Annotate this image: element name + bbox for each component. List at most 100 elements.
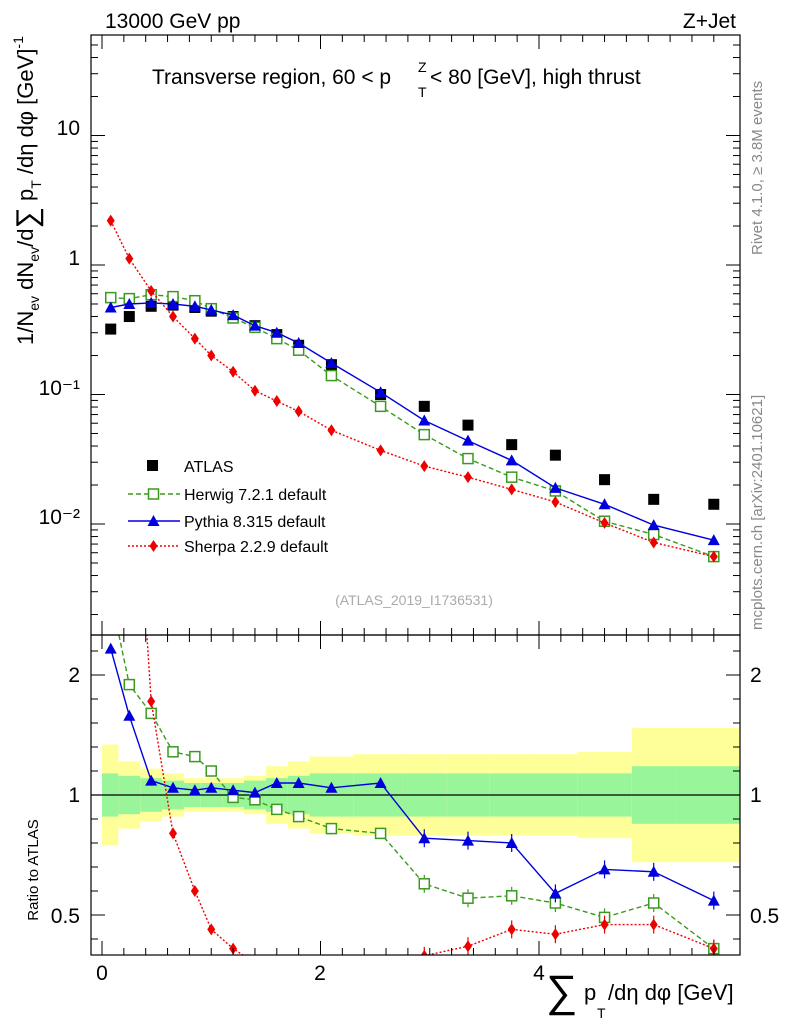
point-sherpa-13	[463, 471, 472, 484]
ratio-point-herwig-3	[167, 746, 179, 758]
point-herwig-13	[462, 452, 474, 465]
region-superscript: Z	[418, 59, 427, 75]
ratio-ytick-label-1-left: 1	[68, 784, 80, 807]
point-pythia-10	[325, 357, 338, 369]
ratio-point-sherpa-5	[207, 923, 216, 936]
legend-marker-atlas	[147, 460, 158, 471]
ytick-label-10: 10	[57, 117, 80, 140]
ratio-point-sherpa-4	[190, 885, 199, 897]
process-label: Z+Jet	[683, 10, 736, 33]
ratio-point-herwig-1	[123, 678, 136, 691]
point-sherpa-8	[272, 395, 281, 408]
ratio-point-pythia-15	[549, 887, 562, 899]
svg-text:1/Nev dNev/d∑ pT /dη dφ [GeV]: 1/Nev dNev/d∑ pT /dη dφ [GeV]-1	[10, 36, 44, 345]
point-pythia-5	[205, 303, 218, 315]
point-sherpa-16	[600, 516, 609, 529]
point-sherpa-12	[420, 460, 429, 473]
point-pythia-9	[292, 336, 305, 348]
point-sherpa-3	[169, 310, 178, 323]
ratio-point-sherpa-14	[507, 923, 516, 936]
point-sherpa-1	[125, 252, 134, 265]
line-sherpa	[110, 220, 714, 558]
point-pythia-14	[505, 454, 518, 466]
ratio-point-sherpa-11	[377, 959, 385, 971]
point-pythia-2	[145, 296, 158, 308]
ratio-point-sherpa-9	[295, 967, 303, 979]
ratio-point-herwig-2	[145, 707, 157, 720]
ratio-point-herwig-8	[271, 803, 283, 816]
region-tail: < 80 [GeV], high thrust	[430, 66, 641, 89]
ratio-point-herwig-0	[106, 591, 116, 601]
ratio-point-sherpa-16	[600, 918, 609, 931]
ratio-point-herwig-14	[505, 890, 518, 902]
legend-label-herwig: Herwig 7.2.1 default	[184, 487, 327, 504]
axis-ticks	[91, 35, 740, 955]
point-sherpa-11	[376, 444, 385, 457]
ratio-point-pythia-7	[248, 786, 261, 798]
point-sherpa-15	[551, 495, 560, 508]
point-pythia-12	[418, 414, 431, 426]
point-sherpa-7	[250, 384, 259, 397]
ratio-point-sherpa-2	[147, 695, 156, 708]
point-pythia-4	[188, 300, 201, 312]
main-panel-series	[104, 214, 720, 563]
point-sherpa-17	[649, 536, 658, 549]
point-herwig-0	[104, 291, 117, 304]
point-pythia-16	[598, 498, 611, 510]
ratio-point-herwig-9	[292, 810, 305, 823]
point-herwig-11	[374, 400, 387, 413]
ratio-point-pythia-6	[227, 784, 240, 796]
ratio-point-herwig-12	[418, 878, 431, 890]
point-pythia-3	[167, 297, 180, 309]
point-herwig-14	[505, 471, 518, 483]
ratio-point-pythia-1	[123, 709, 136, 721]
xtick-label-4: 4	[533, 962, 545, 985]
point-pythia-18	[707, 534, 720, 546]
ratio-point-sherpa-15	[551, 928, 560, 941]
ratio-ytick-label-1-right: 1	[750, 784, 762, 807]
legend-marker-sherpa	[128, 540, 180, 552]
mcplots-credit-label: mcplots.cern.ch [arXiv:2401.10621]	[749, 395, 766, 630]
ratio-point-sherpa-13	[463, 940, 472, 953]
svg-text:p: p	[584, 980, 596, 1005]
legend-label-sherpa: Sherpa 2.2.9 default	[184, 539, 329, 556]
point-sherpa-10	[327, 424, 336, 437]
point-atlas-14	[506, 439, 518, 451]
ratio-point-pythia-4	[188, 784, 201, 796]
point-sherpa-14	[507, 483, 516, 496]
svg-text:/dη dφ [GeV]: /dη dφ [GeV]	[608, 980, 734, 1005]
legend-marker-pythia	[128, 515, 180, 526]
ratio-point-pythia-10	[325, 781, 338, 793]
legend-label-pythia: Pythia 8.315 default	[184, 514, 326, 531]
ratio-point-herwig-13	[462, 892, 474, 904]
ratio-point-herwig-4	[189, 750, 201, 763]
point-sherpa-6	[229, 365, 238, 378]
ytick-label-0p1: 10⁻¹	[39, 377, 80, 400]
point-atlas-17	[648, 493, 660, 505]
point-atlas-12	[418, 400, 430, 412]
point-sherpa-9	[294, 405, 303, 418]
ratio-point-pythia-3	[167, 781, 180, 793]
point-pythia-0	[104, 301, 117, 313]
svg-text:∑: ∑	[546, 967, 577, 1016]
ratio-point-pythia-2	[145, 774, 158, 786]
xtick-label-0: 0	[96, 962, 108, 985]
xtick-label-2: 2	[314, 962, 326, 985]
ratio-point-herwig-10	[325, 822, 338, 835]
point-herwig-10	[325, 369, 338, 382]
point-pythia-1	[123, 297, 136, 309]
energy-label: 13000 GeV pp	[105, 10, 240, 33]
ratio-point-sherpa-7	[251, 957, 259, 969]
ratio-ytick-label-2-right: 2	[750, 664, 762, 687]
ratio-ytick-label-0p5-right: 0.5	[750, 905, 779, 928]
legend: ATLAS Herwig 7.2.1 default Pythia 8.315 …	[128, 459, 329, 556]
ratio-point-pythia-16	[598, 863, 611, 875]
point-sherpa-4	[190, 332, 199, 345]
ratio-point-sherpa-17	[649, 918, 658, 931]
point-atlas-0	[105, 323, 117, 335]
ratio-point-herwig-11	[374, 827, 387, 840]
line-pythia	[110, 302, 714, 541]
ratio-panel-series	[104, 591, 720, 979]
point-pythia-7	[248, 319, 261, 331]
